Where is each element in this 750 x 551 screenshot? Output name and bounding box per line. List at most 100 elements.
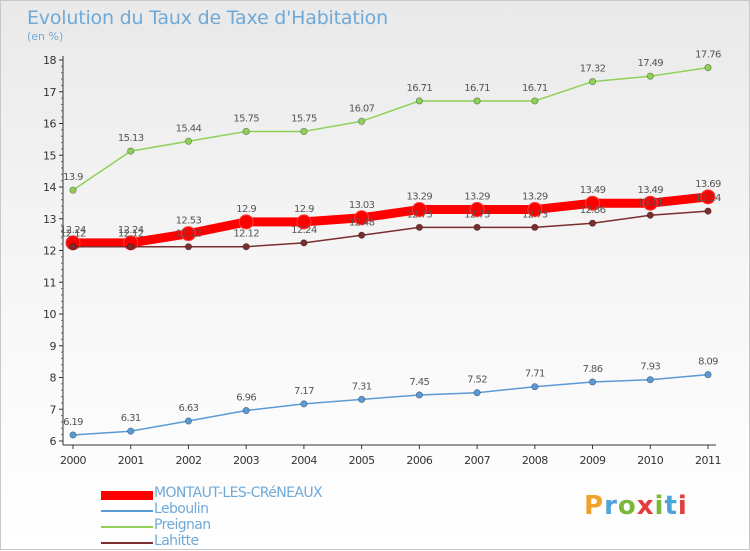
legend-label: MONTAUT-LES-CRéNEAUX	[154, 485, 323, 501]
y-tick-label: 14	[43, 181, 56, 194]
data-point	[358, 395, 366, 404]
data-label: 6.63	[179, 403, 199, 414]
data-label: 16.07	[349, 103, 375, 114]
logo-letter: x	[636, 491, 655, 521]
data-label: 7.86	[583, 364, 603, 375]
x-tick-label: 2009	[580, 454, 606, 467]
y-tick-label: 11	[43, 276, 56, 289]
data-point	[411, 202, 427, 218]
data-label: 7.71	[525, 369, 545, 380]
data-point	[300, 127, 308, 136]
data-label: 17.32	[580, 64, 606, 75]
legend-swatch	[101, 510, 153, 512]
data-label: 13.9	[63, 172, 83, 183]
data-point	[588, 77, 597, 86]
x-tick-label: 2000	[60, 454, 86, 467]
data-label: 7.45	[409, 377, 429, 388]
series-line-montaut-les-cr-neaux	[68, 192, 713, 248]
legend-item: Lahitte	[101, 533, 421, 551]
data-point	[585, 195, 601, 211]
data-label: 13.49	[580, 185, 606, 196]
data-point	[242, 127, 250, 136]
data-label: 12.24	[60, 225, 86, 236]
data-label: 7.31	[352, 381, 372, 392]
legend-item: Leboulin	[101, 501, 421, 519]
data-label: 15.13	[118, 133, 144, 144]
data-label: 12.48	[349, 217, 375, 228]
data-point	[531, 223, 539, 231]
data-point	[300, 239, 308, 247]
data-point	[415, 97, 423, 105]
series-line-preignan	[72, 66, 709, 191]
data-label: 17.76	[695, 50, 721, 61]
data-point	[704, 207, 712, 215]
chart-subtitle: (en %)	[27, 30, 64, 43]
data-label: 12.24	[291, 225, 317, 236]
data-label: 16.71	[407, 83, 433, 94]
y-tick-label: 12	[43, 245, 56, 258]
y-tick-label: 13	[43, 213, 56, 226]
data-point	[473, 389, 481, 397]
y-tick-label: 17	[43, 86, 56, 99]
data-point	[704, 371, 712, 379]
data-label: 12.73	[464, 209, 490, 220]
data-label: 6.31	[121, 413, 141, 424]
data-label: 13.49	[637, 185, 663, 196]
legend-swatch	[101, 490, 153, 500]
data-label: 7.93	[640, 362, 660, 373]
data-point	[127, 427, 135, 435]
data-label: 13.29	[407, 192, 433, 203]
data-point	[184, 243, 193, 251]
data-point	[646, 211, 654, 219]
data-point	[415, 391, 423, 399]
data-label: 17.49	[637, 58, 663, 69]
data-label: 15.75	[233, 113, 259, 124]
data-point	[588, 219, 597, 227]
y-tick-label: 8	[50, 372, 57, 385]
data-point	[69, 431, 77, 439]
legend-item: Preignan	[101, 517, 421, 535]
data-point	[646, 72, 654, 80]
data-point	[527, 202, 543, 218]
data-label: 13.29	[464, 192, 490, 203]
data-point	[238, 214, 254, 230]
series-line-lahitte	[72, 210, 709, 248]
data-label: 12.86	[580, 205, 606, 216]
data-point	[700, 189, 716, 205]
data-label: 13.11	[637, 197, 663, 208]
series-line-leboulin	[72, 373, 709, 436]
legend-label: Preignan	[154, 517, 211, 533]
x-tick-label: 2007	[464, 454, 490, 467]
y-tick-label: 16	[43, 118, 56, 131]
data-point	[242, 243, 250, 251]
x-tick-label: 2003	[233, 454, 259, 467]
legend-label: Lahitte	[154, 533, 199, 549]
chart-title: Evolution du Taux de Taxe d'Habitation	[27, 7, 388, 29]
y-tick-label: 9	[50, 340, 57, 353]
data-point	[180, 226, 196, 242]
data-label: 7.52	[467, 375, 487, 386]
data-point	[531, 97, 539, 105]
legend-item: MONTAUT-LES-CRéNEAUX	[101, 485, 421, 503]
data-label: 7.17	[294, 386, 314, 397]
y-tick-label: 10	[43, 308, 56, 321]
logo-letter: i	[654, 491, 665, 521]
x-tick-label: 2004	[291, 454, 317, 467]
data-point	[354, 210, 370, 226]
data-point	[300, 400, 308, 408]
data-label: 12.12	[118, 229, 144, 240]
data-point	[704, 64, 712, 72]
x-tick-label: 2010	[637, 454, 663, 467]
data-point	[646, 376, 654, 384]
data-label: 13.24	[695, 193, 721, 204]
logo-letter: r	[604, 491, 618, 521]
data-label: 16.71	[522, 83, 548, 94]
x-tick-label: 2005	[349, 454, 375, 467]
data-label: 6.96	[236, 393, 256, 404]
data-point	[358, 231, 366, 239]
data-label: 12.73	[407, 209, 433, 220]
x-tick-label: 2008	[522, 454, 548, 467]
data-point	[415, 223, 423, 231]
data-label: 12.12	[233, 229, 259, 240]
